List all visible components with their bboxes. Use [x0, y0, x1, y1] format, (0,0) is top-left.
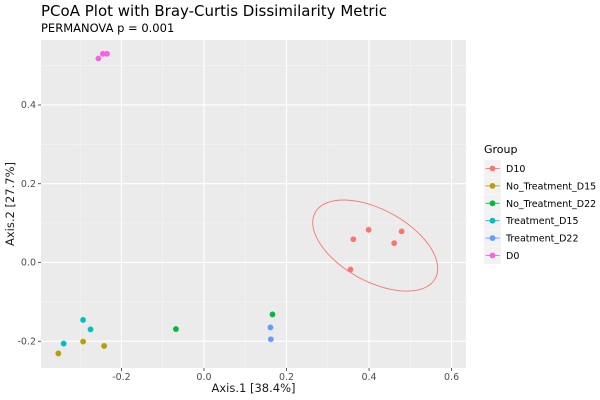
point-treatment-d15	[87, 326, 94, 333]
point-no-treatment-d15	[80, 338, 86, 345]
y-axis-ticks: -0.2 0.0 0.2 0.4	[17, 100, 41, 347]
legend-label-treatment-d22: Treatment_D22	[505, 234, 579, 245]
x-tick-label: -0.2	[112, 372, 131, 383]
point-treatment-d22	[267, 336, 274, 343]
points-layer	[55, 50, 405, 357]
point-d10	[365, 226, 372, 233]
point-no-treatment-d22	[173, 326, 179, 332]
x-tick-label: 0.6	[444, 372, 459, 383]
y-tick-label: 0.2	[21, 179, 36, 190]
chart-title: PCoA Plot with Bray-Curtis Dissimilarity…	[41, 2, 387, 20]
legend-label-d0: D0	[506, 251, 519, 262]
legend-label-d10: D10	[506, 164, 525, 175]
point-d10	[398, 228, 405, 235]
point-treatment-d22	[267, 324, 274, 331]
y-tick-label: 0.0	[21, 258, 36, 269]
legend-point-no-treatment-d22	[489, 200, 496, 207]
x-tick-label: 0.2	[279, 372, 294, 383]
x-axis-title: Axis.1 [38.4%]	[212, 381, 296, 395]
point-no-treatment-d22	[269, 311, 276, 318]
legend-point-d10	[489, 165, 496, 172]
legend-label-no-treatment-d22: No_Treatment_D22	[506, 199, 596, 210]
legend-point-treatment-d22	[489, 235, 496, 242]
y-tick-label: -0.2	[17, 336, 36, 347]
x-tick-label: 0.4	[361, 372, 376, 383]
point-d0	[95, 55, 102, 62]
point-treatment-d15	[80, 317, 86, 323]
point-no-treatment-d15	[55, 350, 62, 357]
legend-point-no-treatment-d15	[489, 183, 496, 189]
legend-point-treatment-d15	[489, 217, 496, 224]
legend-point-d0	[489, 252, 496, 259]
point-d0	[99, 50, 106, 57]
point-d10	[347, 266, 354, 273]
y-tick-label: 0.4	[21, 100, 36, 111]
legend-label-no-treatment-d15: No_Treatment_D15	[506, 181, 596, 192]
legend: D10 No_Treatment_D15 No_Treatment_D22 Treat…	[484, 160, 596, 264]
point-d10	[350, 236, 357, 243]
x-axis-ticks: -0.2 0.0 0.2 0.4 0.6	[112, 368, 459, 383]
legend-title: Group	[484, 143, 518, 156]
x-tick-label: 0.0	[196, 372, 211, 383]
grid-minor	[41, 40, 466, 368]
point-treatment-d15	[60, 340, 67, 347]
plot-panel	[41, 40, 466, 368]
confidence-ellipse-layer	[312, 199, 439, 292]
point-no-treatment-d15	[101, 343, 108, 349]
chart-subtitle: PERMANOVA p = 0.001	[41, 21, 174, 35]
y-axis-title: Axis.2 [27.7%]	[3, 162, 17, 246]
d10-ellipse	[312, 199, 439, 292]
legend-label-treatment-d15: Treatment_D15	[505, 216, 579, 227]
point-d10	[391, 240, 398, 247]
point-d0	[104, 50, 110, 57]
